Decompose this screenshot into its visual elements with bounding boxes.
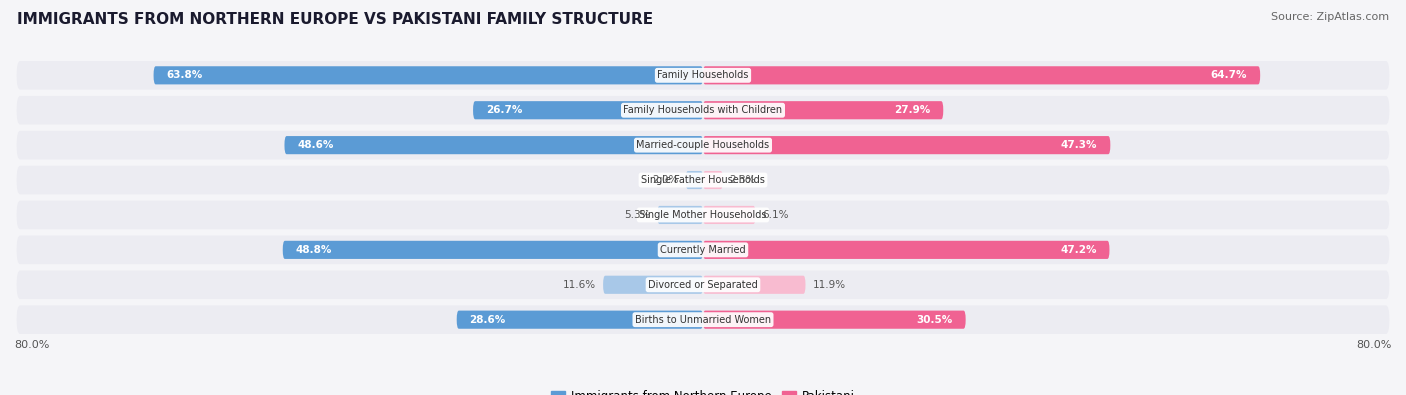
Text: 80.0%: 80.0%: [14, 340, 49, 350]
Text: Single Mother Households: Single Mother Households: [640, 210, 766, 220]
Text: 5.3%: 5.3%: [624, 210, 651, 220]
FancyBboxPatch shape: [17, 305, 1389, 334]
Text: 48.8%: 48.8%: [295, 245, 332, 255]
Text: 48.6%: 48.6%: [298, 140, 333, 150]
FancyBboxPatch shape: [703, 171, 723, 189]
Text: 80.0%: 80.0%: [1357, 340, 1392, 350]
FancyBboxPatch shape: [703, 66, 1260, 85]
Text: 63.8%: 63.8%: [166, 70, 202, 80]
FancyBboxPatch shape: [284, 136, 703, 154]
FancyBboxPatch shape: [17, 96, 1389, 124]
FancyBboxPatch shape: [703, 101, 943, 119]
FancyBboxPatch shape: [703, 310, 966, 329]
FancyBboxPatch shape: [703, 136, 1111, 154]
Legend: Immigrants from Northern Europe, Pakistani: Immigrants from Northern Europe, Pakista…: [547, 385, 859, 395]
FancyBboxPatch shape: [17, 166, 1389, 194]
Text: 2.3%: 2.3%: [730, 175, 756, 185]
FancyBboxPatch shape: [283, 241, 703, 259]
Text: 27.9%: 27.9%: [894, 105, 931, 115]
FancyBboxPatch shape: [686, 171, 703, 189]
FancyBboxPatch shape: [703, 206, 755, 224]
FancyBboxPatch shape: [603, 276, 703, 294]
FancyBboxPatch shape: [17, 271, 1389, 299]
FancyBboxPatch shape: [703, 276, 806, 294]
Text: 26.7%: 26.7%: [486, 105, 523, 115]
FancyBboxPatch shape: [17, 61, 1389, 90]
FancyBboxPatch shape: [153, 66, 703, 85]
Text: 30.5%: 30.5%: [917, 315, 953, 325]
Text: Source: ZipAtlas.com: Source: ZipAtlas.com: [1271, 12, 1389, 22]
Text: 2.0%: 2.0%: [652, 175, 679, 185]
Text: Family Households with Children: Family Households with Children: [623, 105, 783, 115]
Text: Divorced or Separated: Divorced or Separated: [648, 280, 758, 290]
Text: 28.6%: 28.6%: [470, 315, 506, 325]
Text: Married-couple Households: Married-couple Households: [637, 140, 769, 150]
Text: Births to Unmarried Women: Births to Unmarried Women: [636, 315, 770, 325]
Text: Single Father Households: Single Father Households: [641, 175, 765, 185]
FancyBboxPatch shape: [457, 310, 703, 329]
Text: 47.3%: 47.3%: [1062, 140, 1098, 150]
Text: 6.1%: 6.1%: [762, 210, 789, 220]
Text: 11.6%: 11.6%: [562, 280, 596, 290]
Text: 11.9%: 11.9%: [813, 280, 845, 290]
FancyBboxPatch shape: [472, 101, 703, 119]
Text: Currently Married: Currently Married: [661, 245, 745, 255]
FancyBboxPatch shape: [703, 241, 1109, 259]
Text: Family Households: Family Households: [658, 70, 748, 80]
FancyBboxPatch shape: [17, 235, 1389, 264]
FancyBboxPatch shape: [17, 201, 1389, 229]
Text: 64.7%: 64.7%: [1211, 70, 1247, 80]
Text: 47.2%: 47.2%: [1060, 245, 1097, 255]
FancyBboxPatch shape: [17, 131, 1389, 160]
Text: IMMIGRANTS FROM NORTHERN EUROPE VS PAKISTANI FAMILY STRUCTURE: IMMIGRANTS FROM NORTHERN EUROPE VS PAKIS…: [17, 12, 652, 27]
FancyBboxPatch shape: [658, 206, 703, 224]
